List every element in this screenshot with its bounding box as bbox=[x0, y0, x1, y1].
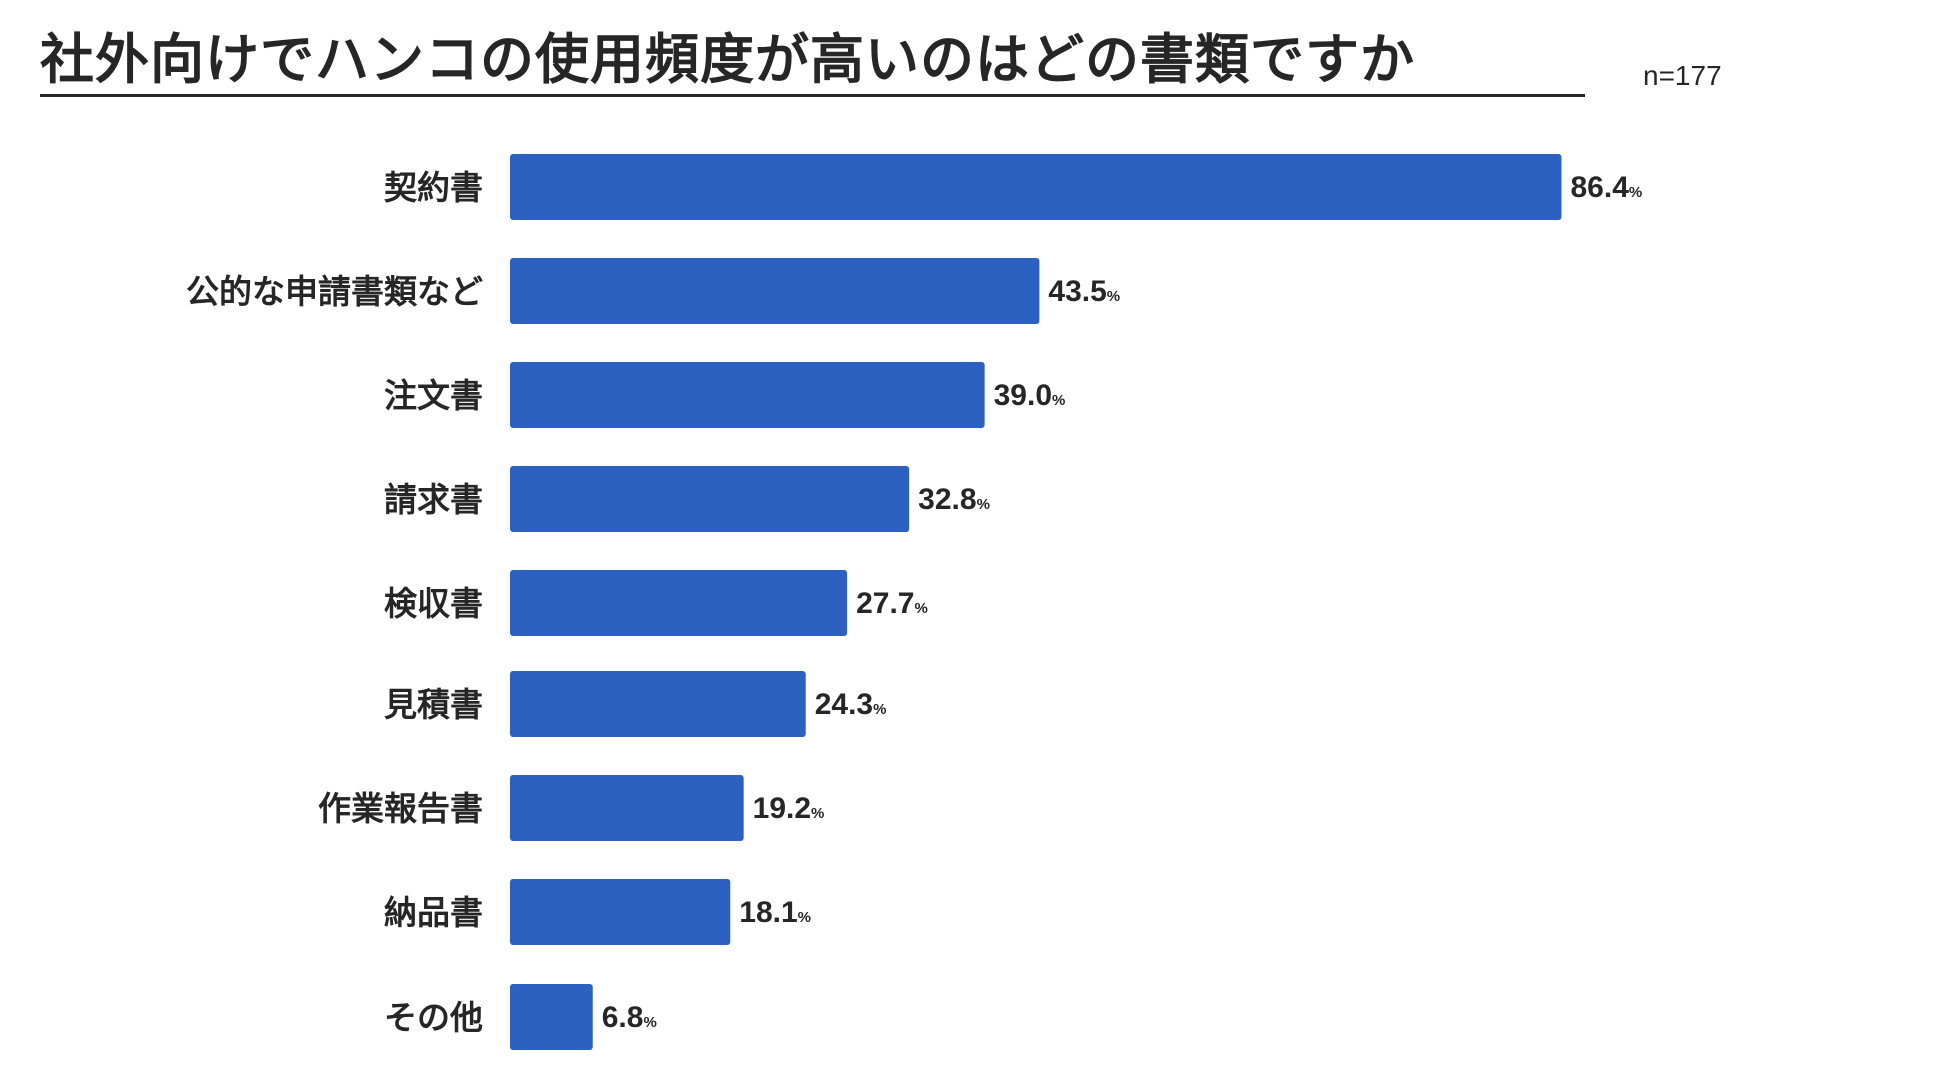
value-unit: % bbox=[977, 496, 990, 513]
value-label: 18.1% bbox=[739, 896, 811, 929]
value-number: 86.4 bbox=[1570, 171, 1629, 204]
category-label: 作業報告書 bbox=[318, 789, 483, 828]
value-number: 19.2 bbox=[753, 792, 811, 825]
value-unit: % bbox=[1107, 288, 1120, 305]
value-number: 43.5 bbox=[1048, 275, 1106, 308]
value-unit: % bbox=[811, 805, 824, 822]
value-number: 32.8 bbox=[918, 483, 976, 516]
bar-3 bbox=[510, 362, 985, 428]
bar-9 bbox=[510, 984, 593, 1050]
category-label: その他 bbox=[384, 998, 483, 1037]
bar-6 bbox=[510, 671, 806, 737]
category-label: 公的な申請書類など bbox=[186, 272, 483, 311]
value-unit: % bbox=[643, 1014, 656, 1031]
category-label: 契約書 bbox=[384, 168, 483, 207]
value-number: 6.8 bbox=[602, 1001, 644, 1034]
category-label: 注文書 bbox=[384, 376, 483, 415]
value-unit: % bbox=[1052, 392, 1065, 409]
sample-size-label: n=177 bbox=[1643, 60, 1722, 91]
value-label: 43.5% bbox=[1048, 275, 1120, 308]
bar-7 bbox=[510, 775, 744, 841]
value-label: 27.7% bbox=[856, 587, 928, 620]
value-label: 19.2% bbox=[753, 792, 825, 825]
value-unit: % bbox=[914, 600, 927, 617]
value-label: 86.4% bbox=[1570, 171, 1642, 204]
bar-4 bbox=[510, 466, 910, 532]
value-number: 39.0 bbox=[994, 379, 1052, 412]
value-label: 39.0% bbox=[994, 379, 1066, 412]
value-unit: % bbox=[798, 909, 811, 926]
bar-5 bbox=[510, 570, 848, 636]
category-label: 納品書 bbox=[384, 893, 483, 932]
value-label: 24.3% bbox=[815, 688, 887, 721]
title-underline bbox=[40, 94, 1585, 97]
value-label: 6.8% bbox=[602, 1001, 657, 1034]
chart-title: 社外向けでハンコの使用頻度が高いのはどの書類ですか bbox=[40, 28, 1415, 91]
value-number: 27.7 bbox=[856, 587, 914, 620]
category-label: 見積書 bbox=[384, 685, 483, 724]
value-unit: % bbox=[1629, 184, 1642, 201]
bar-1 bbox=[510, 154, 1562, 220]
category-label: 検収書 bbox=[384, 584, 483, 623]
value-label: 32.8% bbox=[918, 483, 990, 516]
category-label: 請求書 bbox=[384, 480, 483, 519]
bar-2 bbox=[510, 258, 1040, 324]
value-number: 24.3 bbox=[815, 688, 873, 721]
value-number: 18.1 bbox=[739, 896, 797, 929]
value-unit: % bbox=[873, 701, 886, 718]
bar-8 bbox=[510, 879, 731, 945]
